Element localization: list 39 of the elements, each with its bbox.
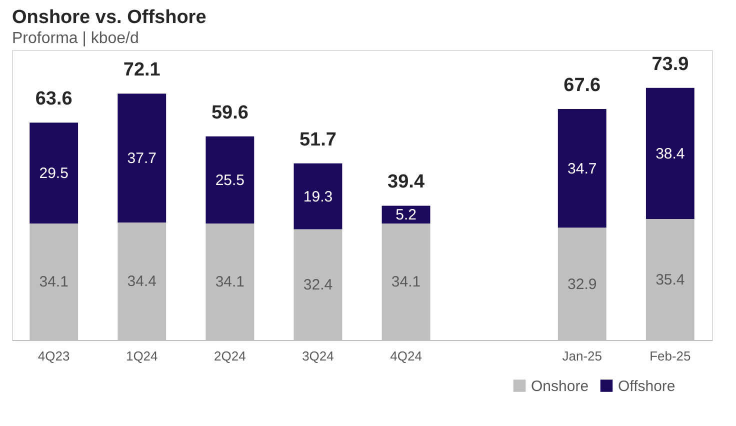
x-tick-label: 1Q24 bbox=[126, 348, 158, 364]
chart-subtitle: Proforma | kboe/d bbox=[12, 30, 139, 47]
data-label: 34.1 bbox=[215, 274, 245, 291]
data-label: 35.4 bbox=[656, 272, 685, 289]
chart-title: Onshore vs. Offshore bbox=[12, 7, 206, 28]
x-tick-label: Jan-25 bbox=[562, 348, 602, 364]
total-label: 73.9 bbox=[652, 54, 689, 75]
bar bbox=[558, 109, 606, 228]
data-label: 34.7 bbox=[568, 160, 597, 178]
bar bbox=[646, 88, 694, 220]
total-label: 59.6 bbox=[211, 102, 248, 124]
x-tick-label: Feb-25 bbox=[650, 348, 691, 364]
total-label: 63.6 bbox=[35, 88, 72, 110]
data-label: 37.7 bbox=[127, 150, 156, 168]
data-label: 34.1 bbox=[391, 274, 421, 291]
legend-label: Offshore bbox=[618, 378, 676, 395]
total-label: 72.1 bbox=[123, 60, 161, 81]
data-label: 34.1 bbox=[39, 274, 68, 291]
bar bbox=[382, 206, 430, 224]
x-tick-label: 4Q24 bbox=[390, 348, 422, 364]
data-label: 38.4 bbox=[656, 145, 685, 162]
bar bbox=[30, 122, 78, 224]
data-label: 19.3 bbox=[303, 188, 333, 206]
data-label: 32.4 bbox=[303, 276, 333, 294]
data-label: 34.4 bbox=[127, 273, 156, 290]
total-label: 67.6 bbox=[564, 75, 601, 96]
data-label: 25.5 bbox=[215, 172, 245, 189]
bar bbox=[206, 136, 254, 224]
bar bbox=[294, 163, 342, 230]
x-tick-label: 3Q24 bbox=[302, 348, 334, 364]
bar bbox=[118, 94, 166, 222]
x-tick-label: 4Q23 bbox=[38, 348, 70, 364]
data-label: 32.9 bbox=[568, 276, 597, 293]
legend-label: Onshore bbox=[531, 378, 589, 395]
total-label: 51.7 bbox=[299, 129, 336, 150]
data-label: 29.5 bbox=[39, 165, 68, 182]
total-label: 39.4 bbox=[388, 172, 425, 193]
data-label: 5.2 bbox=[396, 206, 416, 224]
x-tick-label: 2Q24 bbox=[214, 348, 246, 364]
